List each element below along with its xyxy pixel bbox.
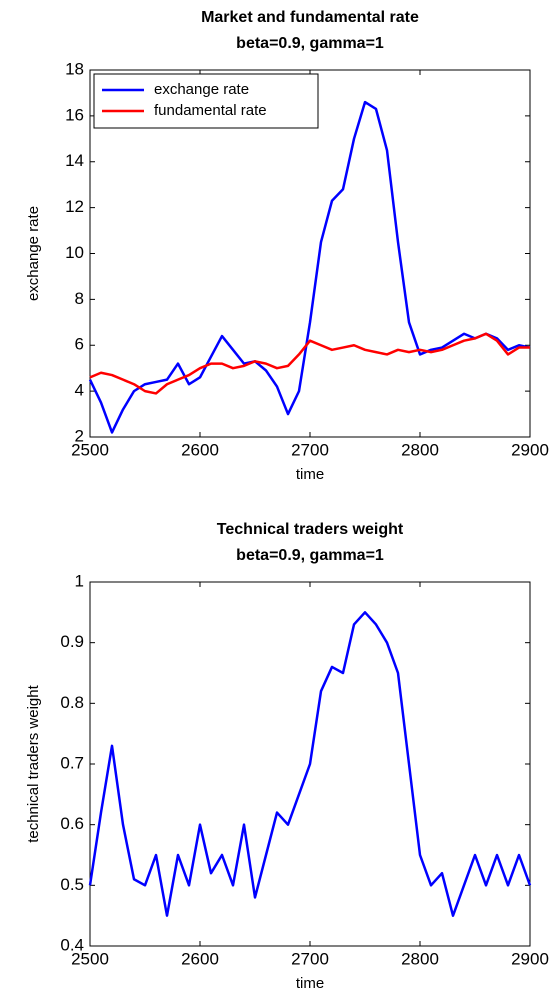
y-tick-label: 8 [75,289,84,308]
y-tick-label: 0.9 [60,632,84,651]
chart-subtitle: beta=0.9, gamma=1 [236,35,384,52]
x-tick-label: 2900 [511,440,549,459]
line-series [88,611,532,917]
y-tick-label: 16 [65,105,84,124]
x-tick-label: 2900 [511,949,549,968]
x-axis-label: time [296,466,324,483]
y-tick-label: 18 [65,59,84,78]
x-tick-label: 2800 [401,440,439,459]
chart-subtitle: beta=0.9, gamma=1 [236,547,384,564]
y-axis-label: technical traders weight [25,684,42,842]
y-tick-label: 1 [75,571,84,590]
y-tick-label: 4 [75,381,84,400]
chart-title: Technical traders weight [217,521,404,538]
y-tick-label: 0.4 [60,935,84,954]
y-tick-label: 2 [75,426,84,445]
y-tick-label: 0.5 [60,875,84,894]
x-tick-label: 2700 [291,949,329,968]
x-tick-label: 2800 [401,949,439,968]
x-tick-label: 2600 [181,949,219,968]
plot-area [89,69,531,438]
x-tick-label: 2600 [181,440,219,459]
y-axis-label: exchange rate [25,206,42,301]
x-tick-label: 2700 [291,440,329,459]
legend-label: exchange rate [154,81,249,98]
x-tick-label: 2500 [71,440,109,459]
y-tick-label: 0.7 [60,753,84,772]
y-tick-label: 0.8 [60,693,84,712]
y-tick-label: 0.6 [60,814,84,833]
legend-label: fundamental rate [154,102,267,119]
y-tick-label: 10 [65,243,84,262]
x-tick-label: 2500 [71,949,109,968]
x-axis-label: time [296,975,324,992]
chart-title: Market and fundamental rate [201,9,419,26]
legend-box [93,73,319,129]
line-series [88,100,531,434]
y-tick-label: 12 [65,197,84,216]
y-tick-label: 6 [75,335,84,354]
y-tick-label: 14 [65,151,84,170]
line-series [89,332,530,395]
